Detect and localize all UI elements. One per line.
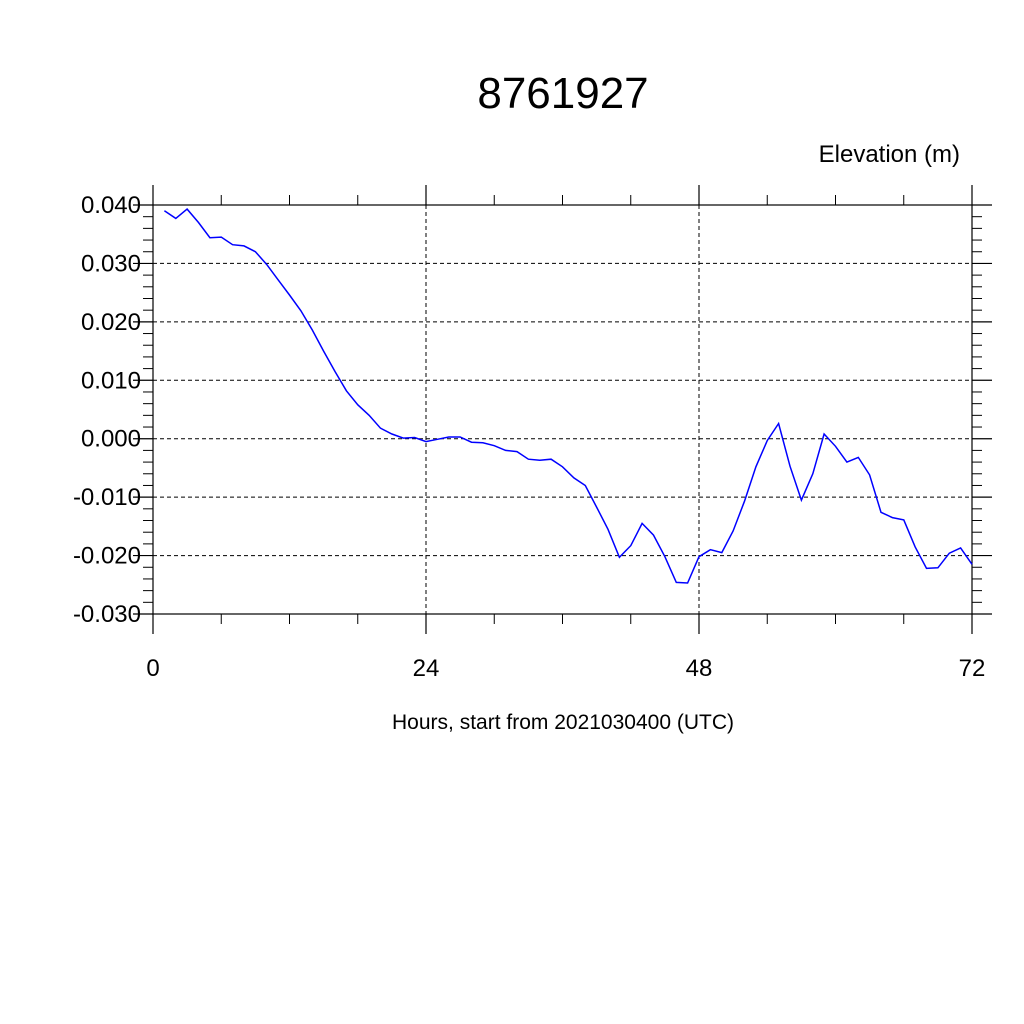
y-tick-label-4: 0.000 <box>81 426 141 453</box>
plot-frame <box>152 204 973 615</box>
y-tick-label-5: -0.010 <box>73 484 141 511</box>
x-tick-label-3: 72 <box>959 655 986 682</box>
y-tick-label-1: 0.030 <box>81 250 141 277</box>
y-tick-label-0: 0.040 <box>81 192 141 219</box>
y-axis-label: Elevation (m) <box>819 141 960 168</box>
y-tick-labels: 0.040 0.030 0.020 0.010 0.000 -0.010 -0.020 -0.… <box>73 192 141 628</box>
minor-ticks <box>143 195 982 624</box>
x-axis-label: Hours, start from 2021030400 (UTC) <box>392 711 734 734</box>
y-tick-label-7: -0.030 <box>73 601 141 628</box>
y-tick-label-6: -0.020 <box>73 543 141 570</box>
series-line <box>163 208 973 584</box>
y-tick-label-2: 0.020 <box>81 309 141 336</box>
major-ticks <box>133 185 992 634</box>
grid-lines <box>152 204 973 615</box>
x-tick-labels: 0 24 48 72 <box>146 655 985 682</box>
y-tick-label-3: 0.010 <box>81 367 141 394</box>
x-tick-label-1: 24 <box>413 655 440 682</box>
chart-title: 8761927 <box>477 69 648 118</box>
x-tick-label-2: 48 <box>686 655 713 682</box>
x-tick-label-0: 0 <box>146 655 159 682</box>
